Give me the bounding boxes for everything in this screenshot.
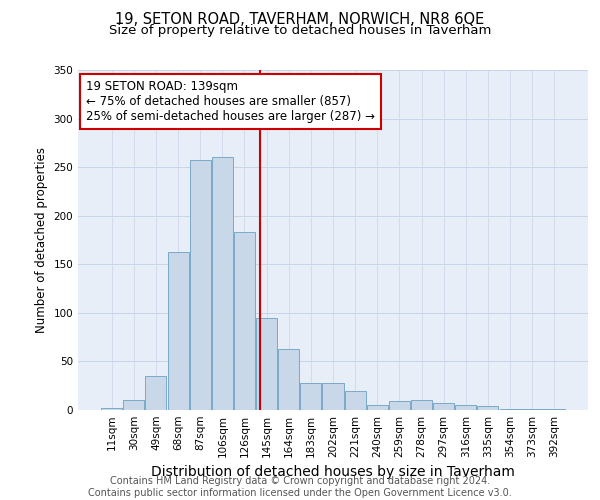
Bar xyxy=(500,409,521,410)
Bar xyxy=(278,349,299,410)
Text: 19, SETON ROAD, TAVERHAM, NORWICH, NR8 6QE: 19, SETON ROAD, TAVERHAM, NORWICH, NR8 6… xyxy=(115,12,485,28)
X-axis label: Distribution of detached houses by size in Taverham: Distribution of detached houses by size … xyxy=(151,466,515,479)
Text: 19 SETON ROAD: 139sqm
← 75% of detached houses are smaller (857)
25% of semi-det: 19 SETON ROAD: 139sqm ← 75% of detached … xyxy=(86,80,374,123)
Text: Size of property relative to detached houses in Taverham: Size of property relative to detached ho… xyxy=(109,24,491,37)
Bar xyxy=(124,400,145,410)
Bar xyxy=(322,383,344,410)
Bar xyxy=(145,376,166,410)
Bar xyxy=(433,403,454,410)
Bar xyxy=(389,402,410,410)
Bar xyxy=(256,318,277,410)
Bar xyxy=(411,400,432,410)
Bar xyxy=(101,408,122,410)
Bar xyxy=(521,409,542,410)
Bar xyxy=(544,409,565,410)
Bar xyxy=(190,160,211,410)
Bar xyxy=(234,232,255,410)
Bar xyxy=(167,252,188,410)
Bar xyxy=(212,158,233,410)
Bar xyxy=(301,383,322,410)
Bar xyxy=(478,406,499,410)
Y-axis label: Number of detached properties: Number of detached properties xyxy=(35,147,48,333)
Bar xyxy=(367,405,388,410)
Bar xyxy=(455,405,476,410)
Text: Contains HM Land Registry data © Crown copyright and database right 2024.
Contai: Contains HM Land Registry data © Crown c… xyxy=(88,476,512,498)
Bar xyxy=(344,390,365,410)
